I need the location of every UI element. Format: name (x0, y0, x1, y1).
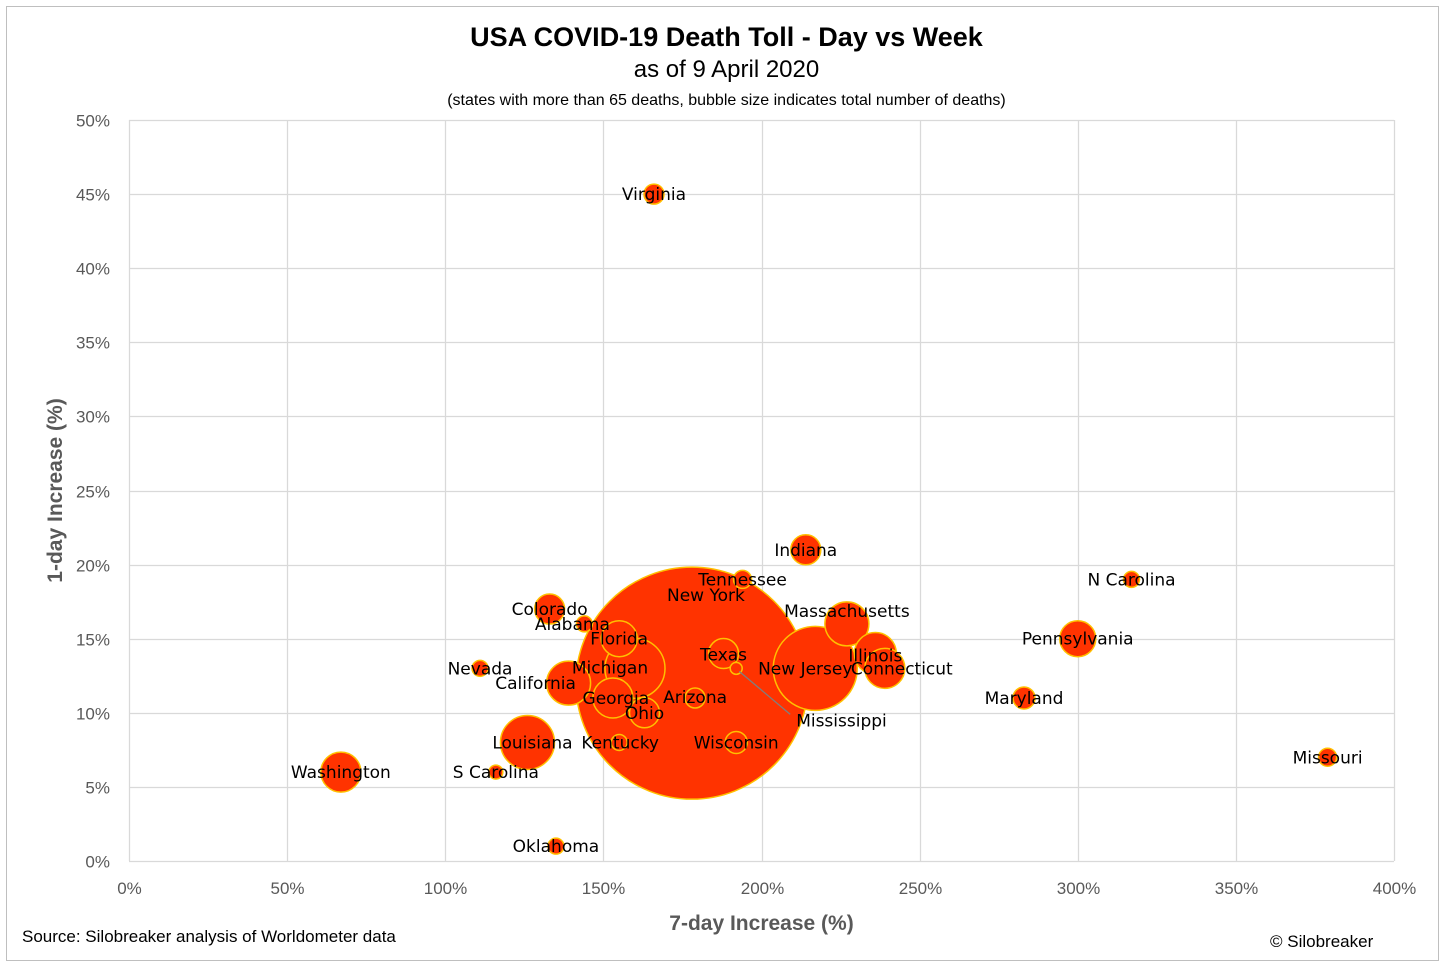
label-maryland: Maryland (985, 689, 1064, 709)
label-tennessee: Tennessee (697, 570, 787, 590)
bubble-pennsylvania (1059, 619, 1097, 658)
label-new-jersey: New Jersey (758, 659, 852, 679)
callout-line-mississippi (738, 670, 791, 715)
bubble-alabama (575, 615, 594, 633)
label-mississippi: Mississippi (796, 711, 887, 731)
bubble-n-carolina (1122, 570, 1141, 589)
label-n-carolina: N Carolina (1087, 570, 1175, 590)
bubble-maryland (1012, 686, 1036, 710)
label-michigan: Michigan (572, 658, 648, 678)
bubble-florida (600, 619, 638, 658)
x-tick-label: 50% (270, 879, 304, 898)
x-tick-label: 400% (1373, 879, 1416, 898)
bubble-nevada (471, 659, 489, 678)
x-tick-label: 300% (1057, 879, 1100, 898)
bubble-louisiana (499, 714, 556, 771)
label-alabama: Alabama (535, 615, 610, 635)
bubble-tennessee (732, 569, 753, 590)
bubble-new-jersey (772, 625, 859, 712)
label-s-carolina: S Carolina (453, 763, 539, 783)
label-wisconsin: Wisconsin (694, 733, 779, 753)
y-axis-title: 1-day Increase (%) (44, 398, 67, 582)
chart-title: USA COVID-19 Death Toll - Day vs Week (470, 22, 983, 52)
y-tick-label: 35% (76, 334, 110, 353)
bubble-california (545, 660, 592, 706)
y-tick-label: 30% (76, 408, 110, 427)
label-massachusetts: Massachusetts (784, 602, 910, 622)
x-tick-label: 0% (117, 879, 142, 898)
bubble-texas (707, 637, 740, 670)
bubble-virginia (643, 183, 665, 205)
bubble-s-carolina (488, 764, 504, 780)
label-indiana: Indiana (774, 541, 837, 561)
y-tick-label: 25% (76, 483, 110, 502)
label-illinois: Illinois (848, 647, 902, 667)
copyright-note: © Silobreaker (1270, 932, 1374, 951)
bubble-wisconsin (724, 730, 748, 755)
y-tick-label: 45% (76, 186, 110, 205)
source-note: Source: Silobreaker analysis of Worldome… (22, 927, 396, 946)
label-ohio: Ohio (625, 704, 664, 724)
label-nevada: Nevada (448, 659, 513, 679)
chart-subtitle: as of 9 April 2020 (633, 56, 820, 83)
x-tick-label: 100% (424, 879, 467, 898)
bubble-massachusetts (824, 601, 870, 647)
label-colorado: Colorado (512, 600, 588, 620)
chart-note: (states with more than 65 deaths, bubble… (447, 92, 1006, 109)
bubble-indiana (790, 534, 822, 566)
label-virginia: Virginia (622, 185, 686, 205)
bubbles (320, 183, 1338, 855)
y-tick-label: 15% (76, 631, 110, 650)
y-tick-label: 5% (85, 779, 110, 798)
x-axis-title: 7-day Increase (%) (669, 912, 853, 935)
label-pennsylvania: Pennsylvania (1022, 630, 1134, 650)
bubble-labels: New York New Jersey Michigan Louisiana Calif… (291, 185, 1363, 857)
label-georgia: Georgia (583, 689, 650, 709)
bubble-georgia (592, 677, 634, 719)
chart-frame (6, 6, 1439, 961)
label-california: California (495, 674, 576, 694)
y-tick-label: 10% (76, 705, 110, 724)
label-arizona: Arizona (663, 688, 727, 708)
x-tick-label: 200% (741, 879, 784, 898)
y-tick-label: 50% (76, 112, 110, 131)
tick-labels: 0% 50% 100% 150% 200% 250% 300% 350% 400% 0% 5% 10%… (76, 112, 1416, 899)
bubble-colorado (533, 593, 566, 625)
bubble-kentucky (610, 733, 628, 752)
x-tick-label: 350% (1215, 879, 1258, 898)
label-new-york: New York (667, 586, 745, 606)
bubble-washington (320, 751, 362, 793)
bubble-oklahoma (547, 837, 565, 855)
bubble-connecticut (864, 647, 906, 690)
x-tick-label: 150% (582, 879, 625, 898)
label-florida: Florida (590, 630, 648, 650)
y-tick-label: 40% (76, 260, 110, 279)
label-missouri: Missouri (1293, 748, 1363, 768)
bubble-missouri (1317, 747, 1338, 768)
bubble-ohio (628, 697, 661, 729)
label-washington: Washington (291, 763, 391, 783)
label-oklahoma: Oklahoma (513, 837, 600, 857)
label-texas: Texas (699, 646, 747, 666)
y-tick-label: 0% (85, 853, 110, 872)
x-tick-label: 250% (899, 879, 942, 898)
label-kentucky: Kentucky (581, 733, 659, 753)
y-tick-label: 20% (76, 557, 110, 576)
bubble-arizona (684, 687, 706, 709)
label-louisiana: Louisiana (492, 733, 572, 753)
label-connecticut: Connecticut (851, 659, 953, 679)
